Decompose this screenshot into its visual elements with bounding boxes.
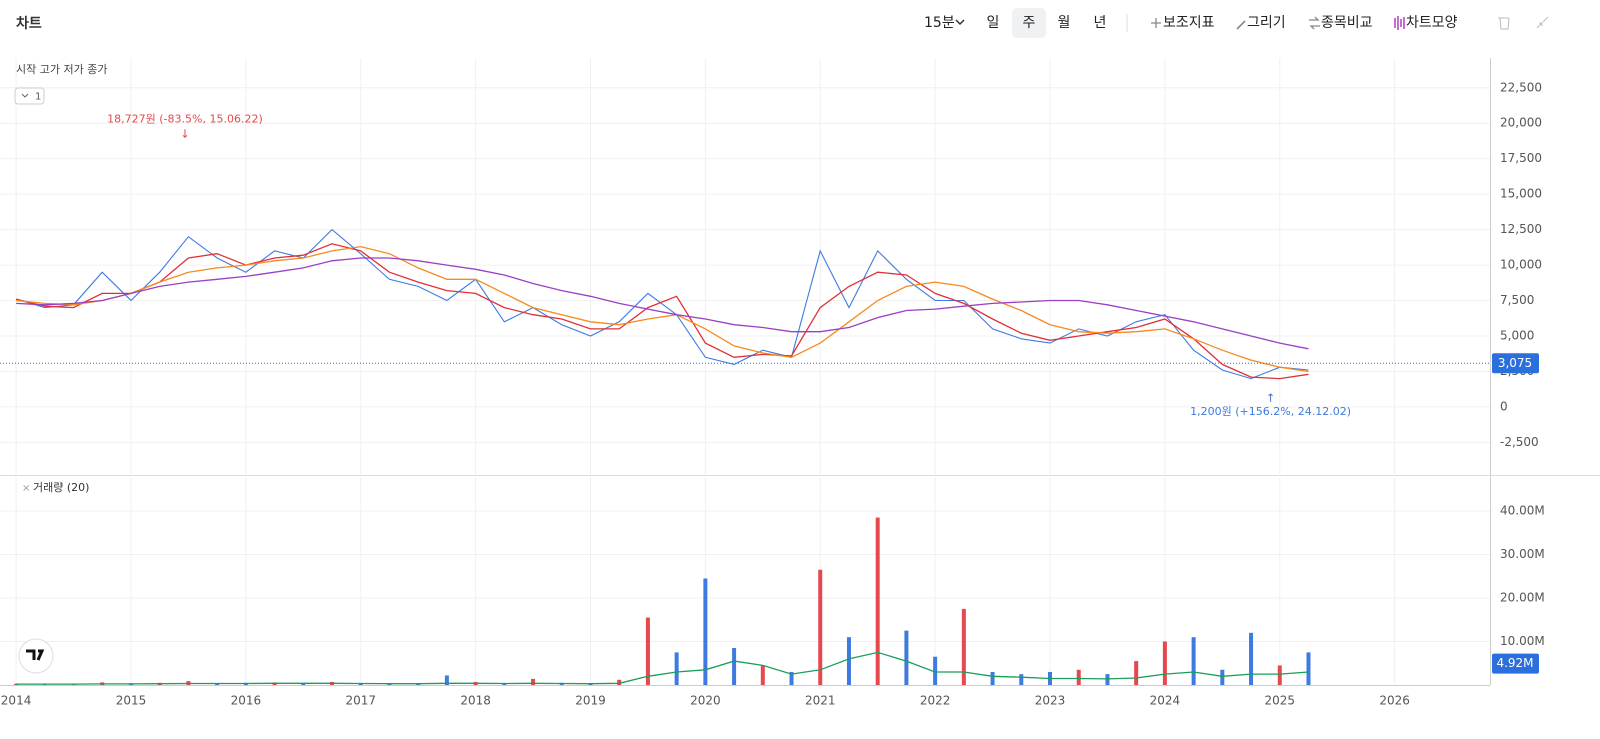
x-tick-label: 2020: [690, 694, 721, 708]
x-tick-label: 2018: [460, 694, 491, 708]
x-tick-label: 2021: [805, 694, 836, 708]
y-tick-label: 20,000: [1500, 116, 1542, 130]
logo[interactable]: [18, 638, 54, 674]
volume-bar: [444, 675, 449, 685]
period[interactable]: 주: [1023, 15, 1036, 31]
tool[interactable]: 그리기: [1247, 15, 1286, 31]
volume-bar: [1249, 632, 1254, 685]
y-tick-label: 15,000: [1500, 187, 1542, 201]
title: 차트: [16, 16, 42, 32]
volume-bar: [1105, 674, 1110, 685]
volume-bar: [846, 637, 851, 685]
volume-bar: [531, 678, 536, 685]
volume-bar: [645, 617, 650, 685]
last-value-tag: [1492, 653, 1539, 674]
annotation-label: 18,727원 (-83.5%, 15.06.22): [107, 112, 263, 125]
period[interactable]: 년: [1094, 15, 1107, 31]
y-tick-label: 12,500: [1500, 222, 1542, 236]
x-tick-label: 2014: [1, 694, 32, 708]
volume-bar: [14, 683, 19, 685]
y-tick-label: 20.00M: [1500, 591, 1545, 605]
x-tick-label: 2015: [116, 694, 147, 708]
x-tick-label: 2017: [345, 694, 376, 708]
y-tick-label: 7,500: [1500, 293, 1534, 307]
volume-bar: [990, 671, 995, 685]
volume-bar: [617, 679, 622, 685]
logo-mark: [26, 649, 45, 661]
y-tick-label: 0: [1500, 399, 1508, 413]
volume-bar: [875, 517, 880, 685]
price-line: [15, 228, 1309, 380]
x-tick-label: 2026: [1379, 694, 1410, 708]
volume-bar: [1076, 669, 1081, 685]
volume-bar: [904, 630, 909, 685]
collapse-icon[interactable]: [1536, 16, 1549, 29]
tool[interactable]: 차트모양: [1406, 15, 1458, 31]
chevron: [955, 19, 965, 26]
y-tick-label: 22,500: [1500, 80, 1542, 94]
annotation-arrow: [1268, 393, 1273, 402]
annotation-arrow: [182, 129, 188, 139]
annotation-label: 1,200원 (+156.2%, 24.12.02): [1190, 405, 1351, 418]
plus-icon: [1151, 18, 1161, 28]
y-tick-label: 10,000: [1500, 258, 1542, 272]
x-tick-label: 2016: [231, 694, 262, 708]
badge-chevron: [21, 93, 29, 98]
y-tick-label: 30.00M: [1500, 547, 1545, 561]
last-value-label: 4.92M: [1496, 656, 1533, 670]
volume-bar: [933, 656, 938, 685]
y-tick-label: -2,500: [1500, 435, 1539, 449]
price-line: [16, 257, 1309, 350]
volume-bar: [1220, 669, 1225, 685]
volume-bar: [674, 652, 679, 685]
tool[interactable]: 종목비교: [1321, 15, 1373, 31]
trash-icon[interactable]: [1498, 17, 1510, 30]
volume-bar: [1277, 665, 1282, 685]
ohlc-legend: 시작 고가 저가 종가: [16, 63, 107, 76]
close-icon[interactable]: ×: [22, 483, 30, 494]
last-value-tag: [1492, 353, 1539, 374]
last-value-label: 3,075: [1498, 356, 1532, 370]
badge-label: 1: [35, 92, 41, 103]
x-tick-label: 2024: [1150, 694, 1181, 708]
y-tick-label: 5,000: [1500, 329, 1534, 343]
volume-bar: [1019, 674, 1024, 685]
price-line: [16, 245, 1309, 373]
volume-bar: [789, 671, 794, 685]
price-line: [15, 243, 1309, 380]
badge[interactable]: [14, 87, 45, 105]
volume-bar: [1162, 641, 1167, 685]
compare-icon: [1309, 16, 1320, 30]
x-tick-label: 2025: [1264, 694, 1295, 708]
volume-bar: [760, 665, 765, 685]
volume-bar: [818, 569, 823, 685]
pencil-icon: [1236, 20, 1246, 30]
volume-bar: [1306, 652, 1311, 685]
volume-ma-line: [16, 651, 1309, 685]
x-tick-label: 2022: [920, 694, 951, 708]
x-tick-label: 2023: [1035, 694, 1066, 708]
volume-bar: [1134, 661, 1139, 685]
volume-bar: [703, 578, 708, 685]
period[interactable]: 일: [987, 15, 1000, 31]
volume-bar: [1191, 637, 1196, 685]
volume-bar: [732, 648, 737, 685]
tool[interactable]: 보조지표: [1163, 15, 1215, 31]
period[interactable]: 월: [1058, 15, 1071, 31]
volume-bar: [961, 608, 966, 685]
active-period-bg: [1012, 8, 1046, 38]
y-tick-label: 10.00M: [1500, 634, 1545, 648]
y-tick-label: 40.00M: [1500, 504, 1545, 518]
y-tick-label: 17,500: [1500, 151, 1542, 165]
interval[interactable]: 15분: [924, 15, 955, 31]
volume-legend: 거래량 (20): [33, 481, 89, 494]
candle-icon: [1394, 16, 1405, 30]
x-tick-label: 2019: [575, 694, 606, 708]
